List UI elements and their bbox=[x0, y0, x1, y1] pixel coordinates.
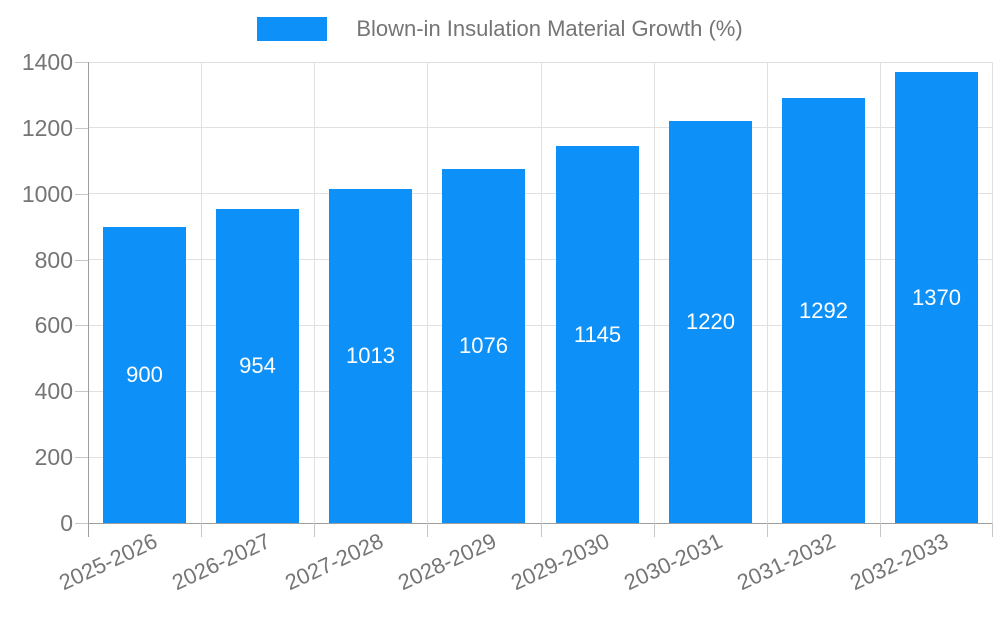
bar-chart: Blown-in Insulation Material Growth (%) … bbox=[0, 16, 1000, 595]
x-tick-mark bbox=[879, 523, 881, 537]
bar-value-label: 954 bbox=[239, 353, 276, 378]
y-tick-mark bbox=[75, 523, 88, 524]
y-tick-mark bbox=[75, 127, 88, 129]
x-tick-mark bbox=[992, 523, 993, 537]
x-gridline bbox=[879, 62, 881, 523]
x-axis-tick-label: 2028-2029 bbox=[394, 528, 501, 596]
y-axis-tick-label: 400 bbox=[34, 378, 73, 405]
bar-value-label: 1013 bbox=[346, 343, 395, 368]
bar: 1220 bbox=[669, 121, 752, 523]
x-axis-tick-label: 2031-2032 bbox=[733, 528, 840, 596]
plot-area: 900 954 1013 1076 1145 1220 1292 1370 bbox=[87, 61, 993, 537]
bar-value-label: 900 bbox=[126, 362, 163, 387]
x-gridline bbox=[653, 62, 655, 523]
y-tick-mark bbox=[75, 62, 88, 63]
x-gridline bbox=[540, 62, 542, 523]
bar-value-label: 1145 bbox=[573, 321, 622, 347]
x-tick-mark bbox=[653, 523, 655, 537]
x-axis-tick-label: 2026-2027 bbox=[168, 528, 275, 596]
y-axis-tick-label: 600 bbox=[34, 312, 73, 339]
legend-label: Blown-in Insulation Material Growth (%) bbox=[356, 16, 743, 41]
x-axis-tick-label: 2030-2031 bbox=[620, 528, 727, 596]
y-axis-tick-label: 1200 bbox=[21, 114, 73, 141]
bar: 1370 bbox=[895, 72, 978, 523]
x-gridline bbox=[426, 62, 428, 523]
bar: 900 bbox=[103, 227, 186, 523]
bar-value-label: 1076 bbox=[459, 333, 508, 358]
x-gridline bbox=[766, 62, 768, 523]
x-gridline bbox=[313, 62, 315, 523]
x-tick-mark bbox=[313, 523, 315, 537]
bar-value-label: 1370 bbox=[912, 284, 961, 310]
legend-swatch bbox=[257, 17, 328, 41]
y-tick-mark bbox=[75, 391, 88, 393]
y-tick-mark bbox=[75, 325, 88, 327]
x-tick-mark bbox=[200, 523, 202, 537]
bar: 1145 bbox=[556, 146, 639, 523]
bar: 1076 bbox=[442, 169, 525, 523]
bar: 1013 bbox=[329, 189, 412, 523]
y-axis-line bbox=[88, 62, 89, 537]
x-tick-mark bbox=[426, 523, 428, 537]
x-gridline bbox=[992, 62, 993, 523]
y-axis-tick-label: 200 bbox=[34, 444, 73, 471]
y-tick-mark bbox=[75, 457, 88, 459]
y-tick-mark bbox=[75, 193, 88, 195]
y-axis-tick-label: 1000 bbox=[21, 180, 73, 207]
bar-value-label: 1292 bbox=[799, 297, 848, 323]
y-axis-tick-label: 800 bbox=[34, 246, 73, 273]
x-gridline bbox=[200, 62, 202, 523]
bar: 1292 bbox=[782, 98, 865, 523]
x-axis-tick-label: 2032-2033 bbox=[846, 528, 953, 596]
x-axis-tick-label: 2029-2030 bbox=[507, 528, 614, 596]
chart-legend: Blown-in Insulation Material Growth (%) bbox=[0, 16, 1000, 42]
bar-value-label: 1220 bbox=[686, 309, 735, 334]
x-tick-mark bbox=[540, 523, 542, 537]
y-axis-tick-label: 1400 bbox=[21, 49, 73, 75]
y-axis-tick-label: 0 bbox=[60, 510, 73, 536]
y-tick-mark bbox=[75, 259, 88, 261]
x-axis-tick-label: 2027-2028 bbox=[281, 528, 388, 596]
bar: 954 bbox=[216, 209, 299, 523]
x-tick-mark bbox=[766, 523, 768, 537]
